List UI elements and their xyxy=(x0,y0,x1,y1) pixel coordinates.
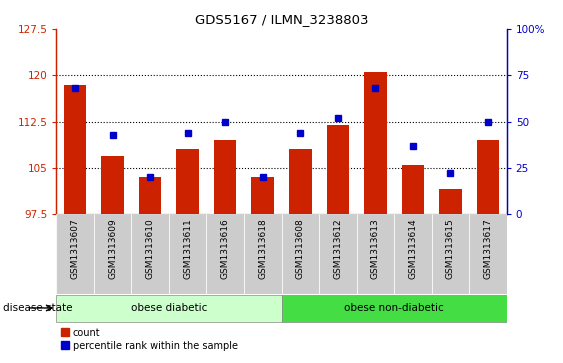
Bar xyxy=(282,214,319,294)
Bar xyxy=(364,72,387,214)
Text: obese diabetic: obese diabetic xyxy=(131,303,207,313)
Text: GSM1313611: GSM1313611 xyxy=(183,218,192,279)
Bar xyxy=(94,214,131,294)
Bar xyxy=(469,214,507,294)
Bar xyxy=(56,214,94,294)
Bar xyxy=(401,165,424,214)
Bar xyxy=(289,149,311,214)
Bar xyxy=(327,125,349,214)
Legend: count, percentile rank within the sample: count, percentile rank within the sample xyxy=(61,328,238,351)
Bar xyxy=(319,214,356,294)
Bar xyxy=(439,189,462,214)
Text: obese non-diabetic: obese non-diabetic xyxy=(344,303,444,313)
Text: GSM1313617: GSM1313617 xyxy=(484,218,493,279)
Bar xyxy=(432,214,469,294)
Bar xyxy=(207,214,244,294)
Text: GSM1313612: GSM1313612 xyxy=(333,218,342,279)
Bar xyxy=(244,214,282,294)
Title: GDS5167 / ILMN_3238803: GDS5167 / ILMN_3238803 xyxy=(195,13,368,26)
Bar xyxy=(169,214,207,294)
Text: GSM1313607: GSM1313607 xyxy=(70,218,79,279)
Bar xyxy=(176,149,199,214)
Bar xyxy=(56,295,282,322)
Bar xyxy=(356,214,394,294)
Bar xyxy=(139,177,162,214)
Text: GSM1313614: GSM1313614 xyxy=(408,218,417,279)
Text: GSM1313616: GSM1313616 xyxy=(221,218,230,279)
Text: GSM1313610: GSM1313610 xyxy=(146,218,155,279)
Bar xyxy=(282,295,507,322)
Text: GSM1313618: GSM1313618 xyxy=(258,218,267,279)
Text: GSM1313608: GSM1313608 xyxy=(296,218,305,279)
Bar xyxy=(64,85,86,214)
Text: disease state: disease state xyxy=(3,303,72,313)
Text: GSM1313615: GSM1313615 xyxy=(446,218,455,279)
Bar xyxy=(477,140,499,214)
Bar xyxy=(131,214,169,294)
Bar xyxy=(101,155,124,214)
Text: GSM1313609: GSM1313609 xyxy=(108,218,117,279)
Bar xyxy=(252,177,274,214)
Text: GSM1313613: GSM1313613 xyxy=(371,218,380,279)
Bar xyxy=(394,214,432,294)
Bar xyxy=(214,140,236,214)
